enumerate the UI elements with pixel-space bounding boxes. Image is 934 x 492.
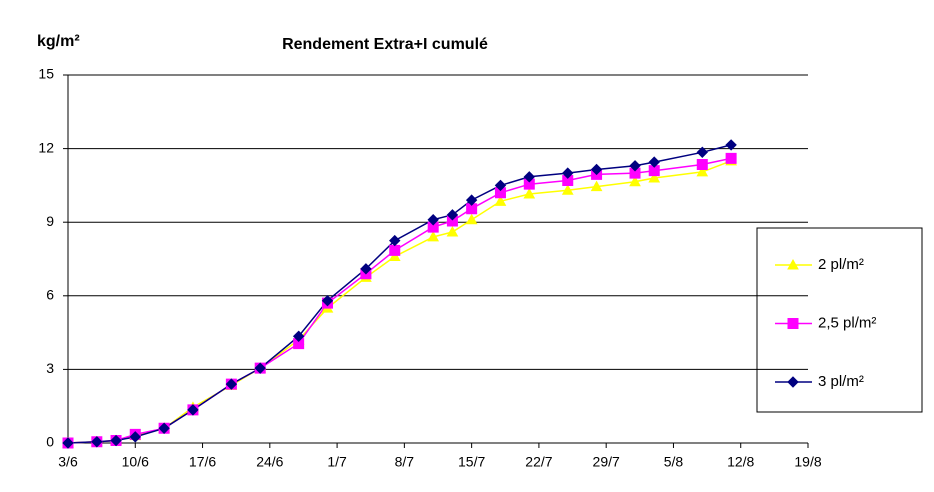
marker [187,404,199,416]
y-tick-label: 9 [46,213,54,229]
marker [321,294,334,307]
y-tick-label: 3 [46,360,54,376]
marker [725,152,737,164]
x-tick-label: 8/7 [395,454,415,470]
x-tick-label: 3/6 [58,454,78,470]
x-tick-label: 5/8 [664,454,684,470]
legend-label: 2 pl/m² [818,256,864,273]
marker [446,225,459,237]
y-axis-label: kg/m² [37,33,80,50]
marker [494,195,507,206]
marker [696,146,708,158]
marker [62,437,74,449]
marker [292,330,305,342]
marker [696,165,709,177]
marker [254,362,266,374]
marker [562,167,574,179]
x-tick-label: 19/8 [794,454,821,470]
marker [389,234,401,247]
y-tick-label: 12 [38,139,54,155]
marker [158,422,170,434]
marker [590,180,603,192]
x-tick-label: 1/7 [327,454,347,470]
marker [465,194,478,206]
x-tick-label: 12/8 [727,454,754,470]
marker [129,431,141,443]
marker [648,156,660,168]
marker [427,230,440,242]
marker [523,187,536,199]
chart-title: Rendement Extra+I cumulé [282,36,488,53]
marker [696,159,708,171]
legend-marker [787,258,799,270]
y-tick-label: 15 [38,66,54,82]
marker [225,378,238,390]
marker [91,436,103,448]
x-tick-label: 10/6 [122,454,149,470]
marker [427,214,439,226]
x-tick-label: 24/6 [256,454,283,470]
marker [388,250,401,262]
x-tick-label: 15/7 [458,454,485,470]
marker [590,163,603,176]
y-tick-label: 6 [46,287,54,303]
legend-label: 2,5 pl/m² [818,314,876,331]
marker [561,184,574,195]
marker [725,139,737,151]
marker [389,244,401,256]
legend-marker [787,376,799,388]
marker [110,434,122,447]
marker [648,172,661,183]
x-tick-label: 29/7 [593,454,620,470]
x-tick-label: 17/6 [189,454,216,470]
x-tick-label: 22/7 [525,454,552,470]
legend-marker [787,318,799,329]
marker [629,160,641,172]
marker [629,175,641,187]
marker [465,213,478,225]
marker [360,263,372,275]
legend-label: 3 pl/m² [818,373,864,390]
marker [494,179,507,192]
marker [523,171,536,183]
y-tick-label: 0 [46,434,54,450]
marker [446,209,459,221]
